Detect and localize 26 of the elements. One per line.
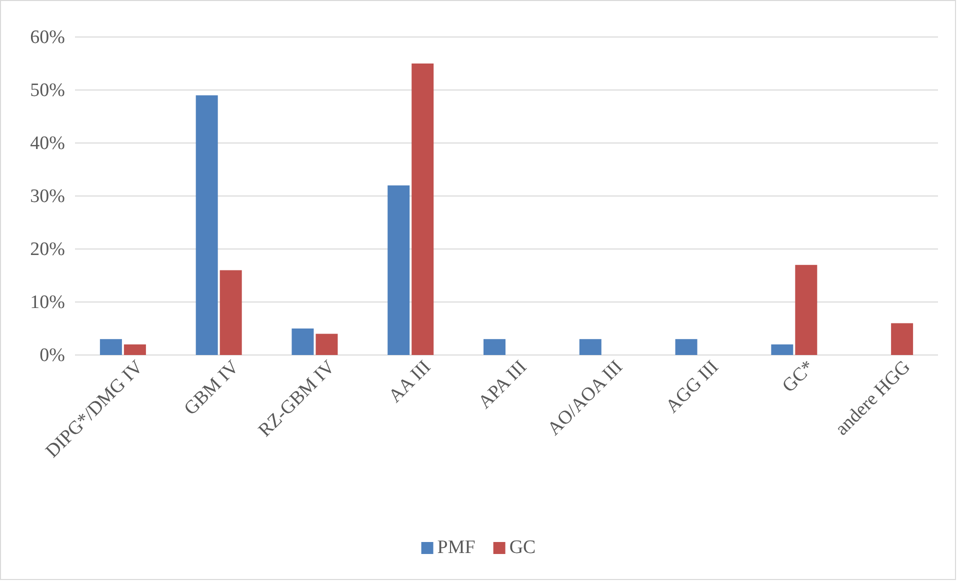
y-tick-label: 40% (30, 133, 66, 154)
bar (771, 344, 794, 355)
legend-label: PMF (437, 537, 476, 558)
bar (795, 264, 818, 355)
x-tick-label: GC* (778, 356, 819, 397)
legend-label: GC (509, 537, 536, 558)
bar (316, 334, 338, 355)
y-tick-label: 50% (30, 80, 66, 102)
y-tick-label: 20% (30, 239, 66, 260)
x-tick-label: APA III (474, 356, 531, 414)
x-tick-label: AA III (384, 356, 436, 407)
bar (196, 95, 218, 355)
y-tick-label: 60% (30, 27, 66, 48)
y-tick-label: 0% (40, 345, 66, 366)
bar (891, 323, 914, 355)
bar (675, 339, 698, 355)
bar (579, 339, 602, 355)
bar (292, 328, 314, 355)
bar (388, 185, 410, 355)
bar (220, 270, 242, 355)
bar (484, 339, 506, 355)
bar (124, 344, 146, 355)
y-tick-label: 30% (30, 186, 66, 208)
y-tick-label: 10% (30, 292, 66, 314)
bar (100, 339, 122, 355)
bar (412, 64, 434, 355)
